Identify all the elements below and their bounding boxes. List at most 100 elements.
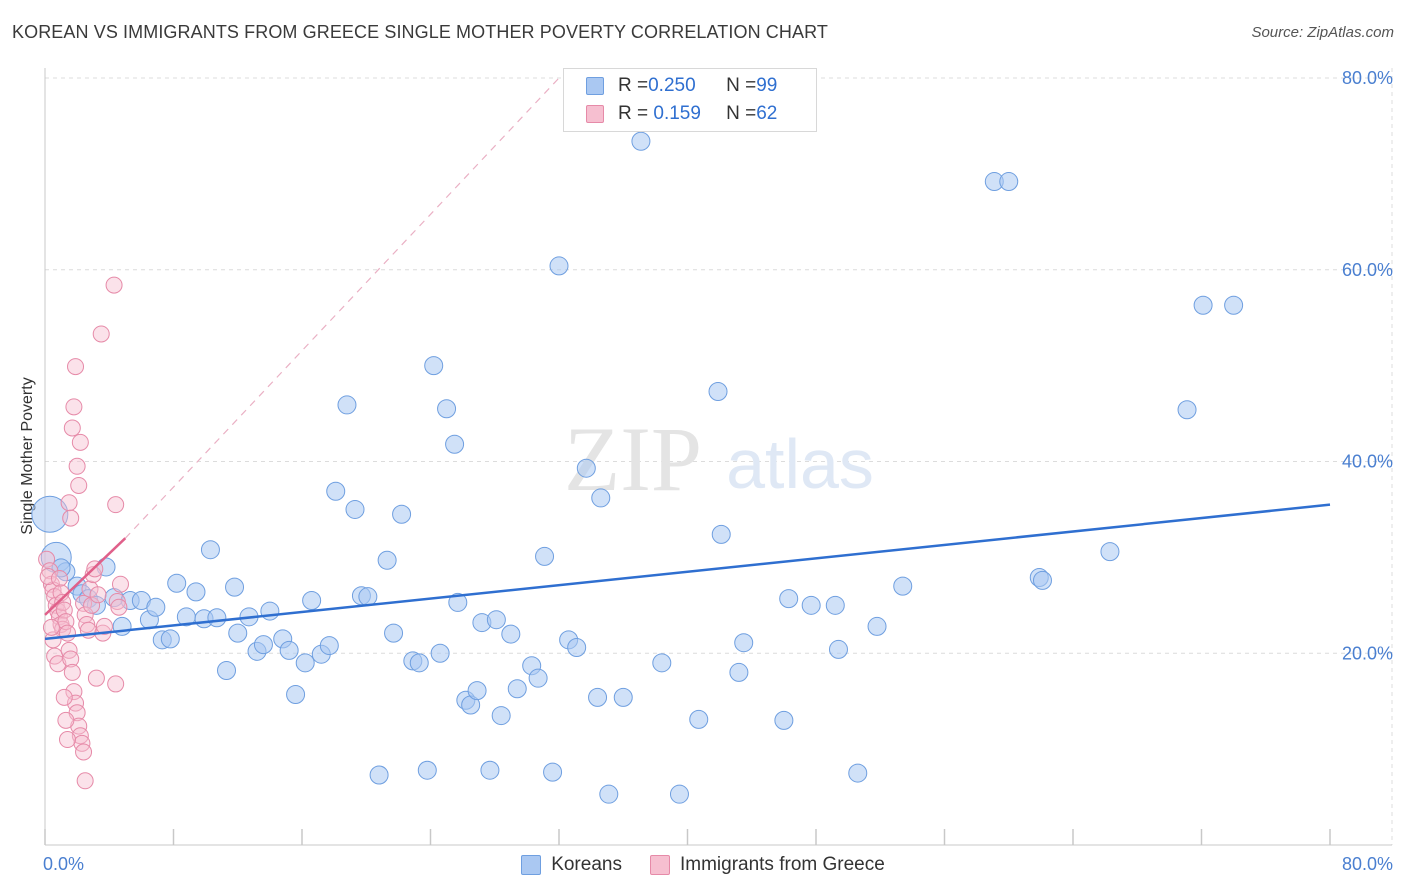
point-greece — [107, 496, 125, 514]
stats-n-value: 99 — [756, 75, 778, 96]
point-greece — [111, 575, 129, 593]
point-greece — [62, 509, 80, 527]
point-greece — [65, 398, 83, 416]
point-korean — [708, 382, 728, 402]
point-korean — [491, 706, 511, 726]
point-korean — [689, 709, 709, 729]
point-korean — [467, 681, 487, 701]
point-korean — [576, 458, 596, 478]
point-korean — [1032, 570, 1052, 590]
point-greece — [92, 325, 110, 343]
point-korean — [302, 591, 322, 611]
point-greece — [58, 731, 76, 749]
point-greece — [55, 688, 73, 706]
point-korean — [631, 131, 651, 151]
stats-swatch-koreans — [586, 77, 604, 95]
x-tick-label-max: 80.0% — [1342, 854, 1393, 874]
point-korean — [528, 668, 548, 688]
point-korean — [445, 434, 465, 454]
watermark: ZIP atlas — [564, 408, 874, 510]
point-korean — [358, 587, 378, 607]
point-korean — [848, 763, 868, 783]
point-korean — [535, 546, 555, 566]
point-korean — [669, 784, 689, 804]
tick-labels: 20.0% 40.0% 60.0% 80.0% 0.0% 80.0% — [43, 68, 1393, 874]
source-label: Source: ZipAtlas.com — [1251, 24, 1394, 41]
point-korean — [417, 760, 437, 780]
trend-line-koreans — [44, 503, 1331, 641]
point-korean — [326, 481, 346, 501]
y-tick-label: 20.0% — [1342, 643, 1393, 663]
point-korean — [893, 576, 913, 596]
point-korean — [567, 637, 587, 657]
point-greece — [110, 598, 128, 616]
stats-r-value: 0.159 — [648, 103, 701, 124]
point-greece — [107, 675, 125, 693]
point-korean — [613, 687, 633, 707]
legend-label-greece: Immigrants from Greece — [679, 854, 885, 875]
point-korean — [1100, 542, 1120, 562]
point-korean — [588, 687, 608, 707]
point-korean — [345, 499, 365, 519]
point-greece — [50, 569, 68, 587]
point-korean — [591, 488, 611, 508]
point-korean — [260, 601, 280, 621]
point-korean — [217, 661, 237, 681]
point-korean — [319, 636, 339, 656]
point-korean — [549, 256, 569, 276]
point-korean — [1193, 295, 1213, 315]
series-greece — [38, 276, 129, 790]
grid-lines — [45, 68, 1393, 845]
stats-n-label: N = — [726, 75, 757, 96]
legend: Koreans Immigrants from Greece — [0, 852, 1406, 878]
point-greece — [108, 592, 126, 610]
trend-line-greece — [44, 537, 127, 616]
point-korean — [729, 662, 749, 682]
legend-swatch-greece — [649, 855, 670, 875]
point-korean — [779, 589, 799, 609]
point-korean — [253, 635, 273, 655]
point-korean — [200, 540, 220, 560]
point-greece — [60, 641, 78, 659]
trend-extension-greece — [124, 77, 560, 539]
legend-label-koreans: Koreans — [551, 854, 622, 875]
point-greece — [95, 617, 113, 635]
point-korean — [486, 610, 506, 630]
point-korean — [225, 577, 245, 597]
point-korean — [507, 679, 527, 699]
point-korean — [480, 760, 500, 780]
chart-title: KOREAN VS IMMIGRANTS FROM GREECE SINGLE … — [12, 22, 828, 42]
point-greece — [49, 655, 67, 673]
stats-row-koreans: R = 0.250 N = 99 — [564, 72, 777, 100]
point-korean — [599, 784, 619, 804]
y-tick-label: 60.0% — [1342, 260, 1393, 280]
point-korean — [31, 495, 69, 533]
point-greece — [73, 734, 91, 752]
point-greece — [78, 615, 96, 633]
point-greece — [105, 276, 123, 294]
trend-lines — [44, 77, 1331, 641]
point-korean — [51, 558, 71, 578]
point-korean — [825, 595, 845, 615]
point-greece — [57, 711, 75, 729]
point-greece — [63, 419, 81, 437]
point-korean — [279, 640, 299, 660]
point-korean — [1224, 295, 1244, 315]
point-korean — [1177, 400, 1197, 420]
point-korean — [167, 573, 187, 593]
point-korean — [337, 395, 357, 415]
point-korean — [543, 762, 563, 782]
legend-item-greece[interactable]: Immigrants from Greece — [649, 854, 885, 876]
point-greece — [60, 494, 78, 512]
stats-n-label: N = — [726, 103, 757, 124]
axes — [44, 68, 1392, 846]
point-korean — [186, 582, 206, 602]
point-greece — [71, 433, 89, 451]
legend-item-koreans[interactable]: Koreans — [521, 854, 622, 876]
point-korean — [430, 643, 450, 663]
point-korean — [392, 504, 412, 524]
point-greece — [70, 476, 88, 494]
point-korean — [160, 629, 180, 649]
stats-box: R = 0.250 N = 99 R = 0.159 N = 62 — [563, 68, 817, 132]
